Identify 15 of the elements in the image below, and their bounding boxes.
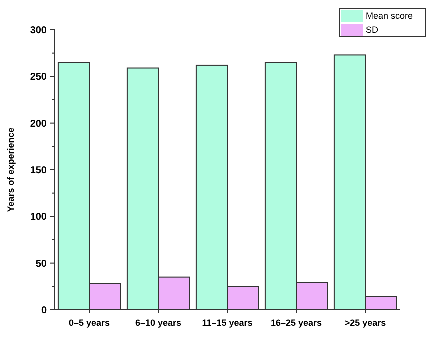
y-tick-label: 200 — [30, 118, 48, 130]
x-tick-label: >25 years — [344, 318, 386, 328]
legend-label: SD — [366, 25, 380, 36]
y-tick-label: 50 — [36, 258, 48, 270]
legend-label: Mean score — [366, 11, 414, 22]
x-tick-label: 6–10 years — [135, 318, 182, 328]
y-tick-label: 250 — [30, 72, 48, 84]
y-axis-title: Years of experience — [6, 128, 16, 212]
x-tick-label: 11–15 years — [202, 318, 253, 328]
x-tick-label: 16–25 years — [270, 318, 322, 328]
x-tick-label: 0–5 years — [68, 318, 110, 328]
y-tick-label: 300 — [30, 26, 48, 36]
y-tick-label: 150 — [30, 166, 48, 176]
y-tick-label: 100 — [30, 212, 48, 224]
y-tick-label: 0 — [41, 306, 48, 316]
